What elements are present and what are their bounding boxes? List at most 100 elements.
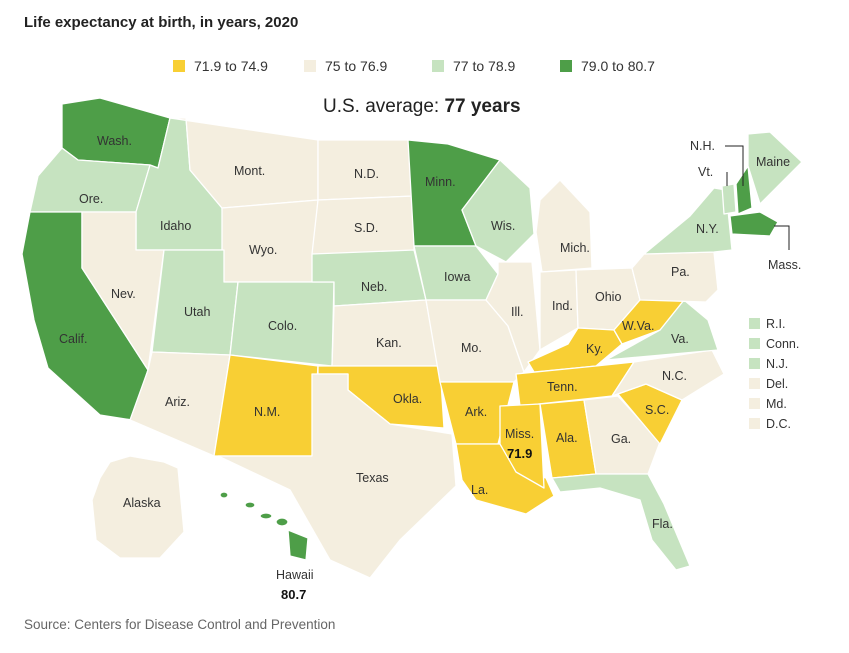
leader-mass <box>774 225 790 250</box>
label-alaska: Alaska <box>123 496 161 510</box>
label-neb: Neb. <box>361 280 387 294</box>
state-miss <box>499 403 545 489</box>
legend-item-2: 75 to 76.9 <box>304 58 387 74</box>
label-mich: Mich. <box>560 241 590 255</box>
state-wis <box>461 159 535 263</box>
label-mont: Mont. <box>234 164 265 178</box>
legend: 71.9 to 74.9 75 to 76.9 77 to 78.9 79.0 … <box>0 58 849 80</box>
legend-swatch-1 <box>173 60 185 72</box>
label-okla: Okla. <box>393 392 422 406</box>
small-state-swatch-ri <box>749 318 760 329</box>
label-calif: Calif. <box>59 332 87 346</box>
small-states-key: R.I. Conn. N.J. Del. Md. D.C. <box>749 317 799 431</box>
small-state-swatch-conn <box>749 338 760 349</box>
state-kan <box>331 299 439 367</box>
us-average-prefix: U.S. average: <box>323 96 445 117</box>
state-mich <box>535 179 593 273</box>
label-ohio: Ohio <box>595 290 621 304</box>
small-state-swatch-nj <box>749 358 760 369</box>
label-hawaii: Hawaii <box>276 568 314 582</box>
state-maine <box>747 131 803 205</box>
label-texas: Texas <box>356 471 389 485</box>
label-nc: N.C. <box>662 369 687 383</box>
chart-title: Life expectancy at birth, in years, 2020 <box>24 14 299 31</box>
state-ny <box>643 187 733 255</box>
label-iowa: Iowa <box>444 270 470 284</box>
legend-label-1: 71.9 to 74.9 <box>194 58 268 74</box>
small-state-swatch-del <box>749 378 760 389</box>
label-minn: Minn. <box>425 175 456 189</box>
state-alaska <box>91 455 185 559</box>
label-ore: Ore. <box>79 192 103 206</box>
legend-label-4: 79.0 to 80.7 <box>581 58 655 74</box>
state-ill <box>485 261 541 373</box>
label-fla: Fla. <box>652 517 673 531</box>
label-ind: Ind. <box>552 299 573 313</box>
label-nd: N.D. <box>354 167 379 181</box>
state-wyo <box>221 199 319 283</box>
label-vt: Vt. <box>698 165 713 179</box>
state-ga <box>583 395 661 475</box>
state-ariz <box>129 351 231 457</box>
legend-item-3: 77 to 78.9 <box>432 58 515 74</box>
state-wash <box>61 97 171 169</box>
label-wyo: Wyo. <box>249 243 277 257</box>
value-hawaii: 80.7 <box>281 587 306 602</box>
small-state-swatch-md <box>749 398 760 409</box>
label-utah: Utah <box>184 305 210 319</box>
label-mass: Mass. <box>768 258 801 272</box>
small-state-label-nj: N.J. <box>766 357 788 371</box>
legend-item-1: 71.9 to 74.9 <box>173 58 268 74</box>
state-nc <box>611 349 725 401</box>
label-idaho: Idaho <box>160 219 191 233</box>
label-va: Va. <box>671 332 689 346</box>
legend-label-3: 77 to 78.9 <box>453 58 516 74</box>
label-sd: S.D. <box>354 221 378 235</box>
state-labels: Wash. Ore. Calif. Idaho Nev. Mont. Wyo. … <box>59 134 801 602</box>
label-sc: S.C. <box>645 403 669 417</box>
label-ariz: Ariz. <box>165 395 190 409</box>
label-tenn: Tenn. <box>547 380 578 394</box>
label-nev: Nev. <box>111 287 136 301</box>
small-state-label-dc: D.C. <box>766 417 791 431</box>
source-note: Source: Centers for Disease Control and … <box>24 617 336 632</box>
label-ky: Ky. <box>586 342 603 356</box>
us-average: U.S. average: 77 years <box>323 96 521 118</box>
label-colo: Colo. <box>268 319 297 333</box>
legend-swatch-3 <box>432 60 444 72</box>
small-state-label-conn: Conn. <box>766 337 799 351</box>
small-state-swatch-dc <box>749 418 760 429</box>
label-la: La. <box>471 483 488 497</box>
label-wva: W.Va. <box>622 319 654 333</box>
label-nm: N.M. <box>254 405 280 419</box>
legend-swatch-2 <box>304 60 316 72</box>
small-state-label-md: Md. <box>766 397 787 411</box>
small-state-label-ri: R.I. <box>766 317 785 331</box>
legend-item-4: 79.0 to 80.7 <box>560 58 655 74</box>
us-average-value: 77 years <box>444 96 521 117</box>
state-texas <box>217 373 457 579</box>
legend-label-2: 75 to 76.9 <box>325 58 388 74</box>
state-hawaii <box>219 491 309 561</box>
label-miss: Miss. <box>505 427 534 441</box>
label-kan: Kan. <box>376 336 402 350</box>
state-fla <box>551 473 691 571</box>
label-wis: Wis. <box>491 219 515 233</box>
label-ill: Ill. <box>511 305 524 319</box>
state-mass <box>729 211 779 237</box>
label-ga: Ga. <box>611 432 631 446</box>
value-miss: 71.9 <box>507 446 532 461</box>
legend-swatch-4 <box>560 60 572 72</box>
state-va <box>605 299 719 361</box>
label-nh: N.H. <box>690 139 715 153</box>
label-ny: N.Y. <box>696 222 719 236</box>
state-vt <box>721 183 737 215</box>
leader-lines <box>725 145 790 250</box>
label-mo: Mo. <box>461 341 482 355</box>
state-nh <box>735 165 753 215</box>
label-ark: Ark. <box>465 405 487 419</box>
leader-nh <box>725 145 744 186</box>
label-pa: Pa. <box>671 265 690 279</box>
small-state-label-del: Del. <box>766 377 788 391</box>
